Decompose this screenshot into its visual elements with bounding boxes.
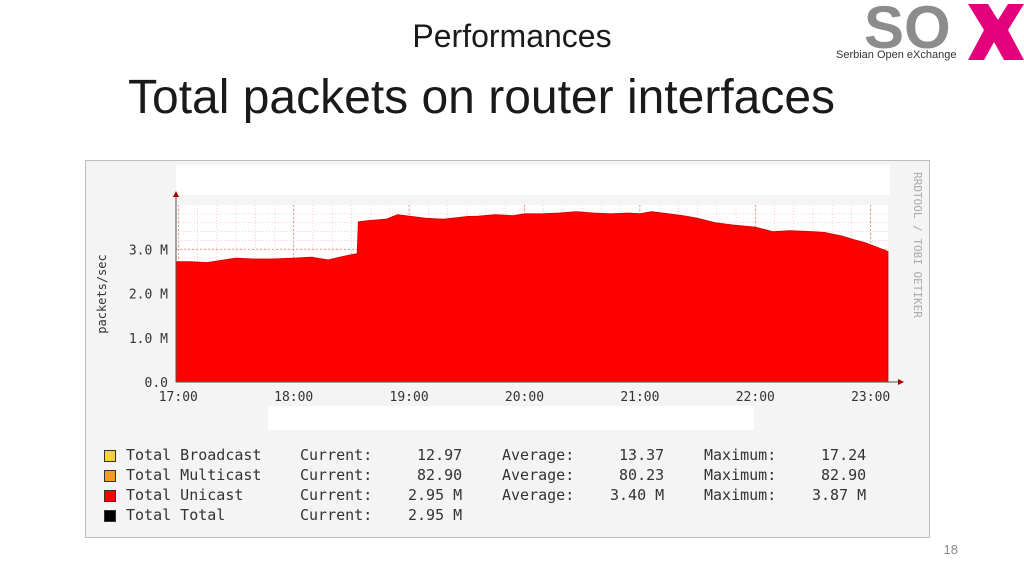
legend-swatch — [104, 490, 116, 502]
legend-label: Total Total — [126, 506, 226, 524]
legend-average-label: Average: — [502, 486, 575, 504]
legend-swatch — [104, 510, 116, 522]
x-axis-arrow — [898, 379, 904, 385]
legend-current-value: 82.90 — [408, 466, 463, 484]
page-number: 18 — [943, 542, 958, 557]
y-tick-label: 3.0 M — [129, 243, 168, 258]
legend-average-label: Average: — [502, 466, 575, 484]
legend-row: Total Multicast Current: 82.90 Average: 80… — [104, 466, 904, 486]
y-tick-label: 2.0 M — [129, 288, 168, 303]
y-tick-label: 0.0 — [145, 376, 168, 391]
legend-maximum-value: 3.87 M — [812, 486, 867, 504]
legend-row: Total Total Current: 2.95 M — [104, 506, 904, 526]
legend-maximum-label: Maximum: — [704, 446, 777, 464]
x-tick-label: 20:00 — [505, 390, 544, 405]
legend-label: Total Broadcast — [126, 446, 262, 464]
chart-legend: Total Broadcast Current: 12.97 Average: 13… — [104, 446, 904, 526]
legend-maximum-value: 82.90 — [812, 466, 867, 484]
x-tick-label: 17:00 — [159, 390, 198, 405]
svg-text:SO: SO — [864, 0, 951, 61]
legend-maximum-value: 17.24 — [812, 446, 867, 464]
legend-current-value: 2.95 M — [408, 486, 463, 504]
x-tick-label: 19:00 — [390, 390, 429, 405]
mrtg-graph: 0.0 1.0 M 2.0 M 3.0 M 17:00 18:00 19:00 20:00 21… — [85, 160, 930, 538]
traffic-chart: 0.0 1.0 M 2.0 M 3.0 M 17:00 18:00 19:00 20:00 21… — [95, 165, 924, 430]
legend-average-value: 80.23 — [610, 466, 665, 484]
legend-maximum-label: Maximum: — [704, 466, 777, 484]
legend-average-value: 13.37 — [610, 446, 665, 464]
legend-average-value: 3.40 M — [610, 486, 665, 504]
legend-maximum-label: Maximum: — [704, 486, 777, 504]
x-tick-label: 21:00 — [620, 390, 659, 405]
x-tick-label: 22:00 — [736, 390, 775, 405]
legend-label: Total Multicast — [126, 466, 262, 484]
y-axis-arrow — [173, 191, 179, 197]
x-tick-label: 18:00 — [274, 390, 313, 405]
y-axis-label: packets/sec — [95, 254, 109, 333]
legend-current-label: Current: — [300, 486, 373, 504]
legend-swatch — [104, 450, 116, 462]
y-tick-label: 1.0 M — [129, 332, 168, 347]
legend-row: Total Broadcast Current: 12.97 Average: 13… — [104, 446, 904, 466]
legend-row: Total Unicast Current: 2.95 M Average: 3.40 … — [104, 486, 904, 506]
header-strip — [176, 165, 890, 195]
sox-logo: SO Serbian Open eXchange — [828, 0, 1024, 70]
legend-current-label: Current: — [300, 466, 373, 484]
legend-current-label: Current: — [300, 446, 373, 464]
legend-average-label: Average: — [502, 446, 575, 464]
slide-title: Total packets on router interfaces — [128, 71, 836, 124]
legend-current-value: 12.97 — [408, 446, 463, 464]
slide-subtitle: Performances — [412, 18, 612, 54]
series-area-total-unicast — [175, 211, 889, 383]
legend-swatch — [104, 470, 116, 482]
legend-current-value: 2.95 M — [408, 506, 463, 524]
legend-current-label: Current: — [300, 506, 373, 524]
footer-strip — [268, 406, 754, 430]
rrdtool-credit: RRDTOOL / TOBI OETIKER — [911, 172, 924, 318]
x-tick-label: 23:00 — [851, 390, 890, 405]
legend-label: Total Unicast — [126, 486, 244, 504]
logo-tagline: Serbian Open eXchange — [836, 49, 957, 61]
sox-logo-mark: SO — [864, 0, 1024, 61]
